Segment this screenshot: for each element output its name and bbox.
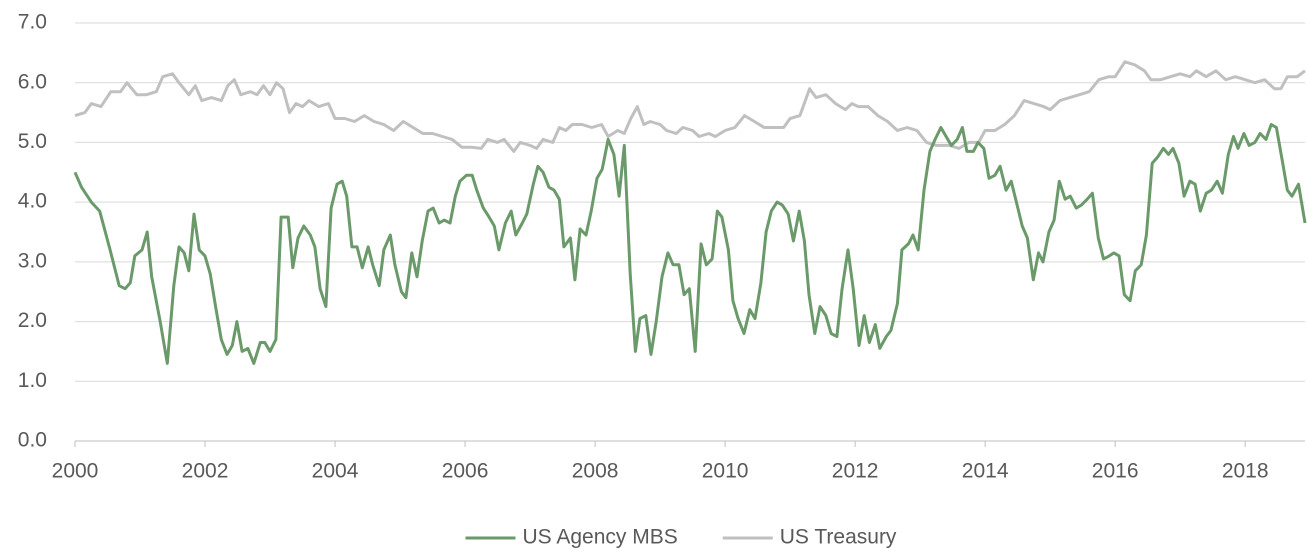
x-tick-label: 2010: [702, 460, 749, 483]
x-tick-label: 2008: [572, 460, 619, 483]
x-tick-label: 2000: [52, 460, 99, 483]
x-tick-label: 2014: [962, 460, 1009, 483]
y-tick-label: 2.0: [18, 309, 47, 332]
x-tick-label: 2012: [832, 460, 879, 483]
x-tick-label: 2006: [442, 460, 489, 483]
y-tick-label: 6.0: [18, 70, 47, 93]
x-tick-label: 2002: [182, 460, 229, 483]
y-tick-label: 3.0: [18, 249, 47, 272]
x-tick-label: 2018: [1222, 460, 1269, 483]
series-line: [74, 60, 1306, 153]
y-tick-label: 4.0: [18, 190, 47, 213]
y-tick-label: 1.0: [18, 369, 47, 392]
y-tick-label: 7.0: [18, 11, 47, 34]
series-line: [73, 123, 1307, 365]
legend-label: US Treasury: [780, 526, 897, 549]
x-tick-label: 2004: [312, 460, 359, 483]
x-tick-label: 2016: [1092, 460, 1139, 483]
y-tick-label: 5.0: [18, 130, 47, 153]
y-tick-label: 0.0: [18, 429, 47, 452]
legend-label: US Agency MBS: [523, 526, 678, 549]
